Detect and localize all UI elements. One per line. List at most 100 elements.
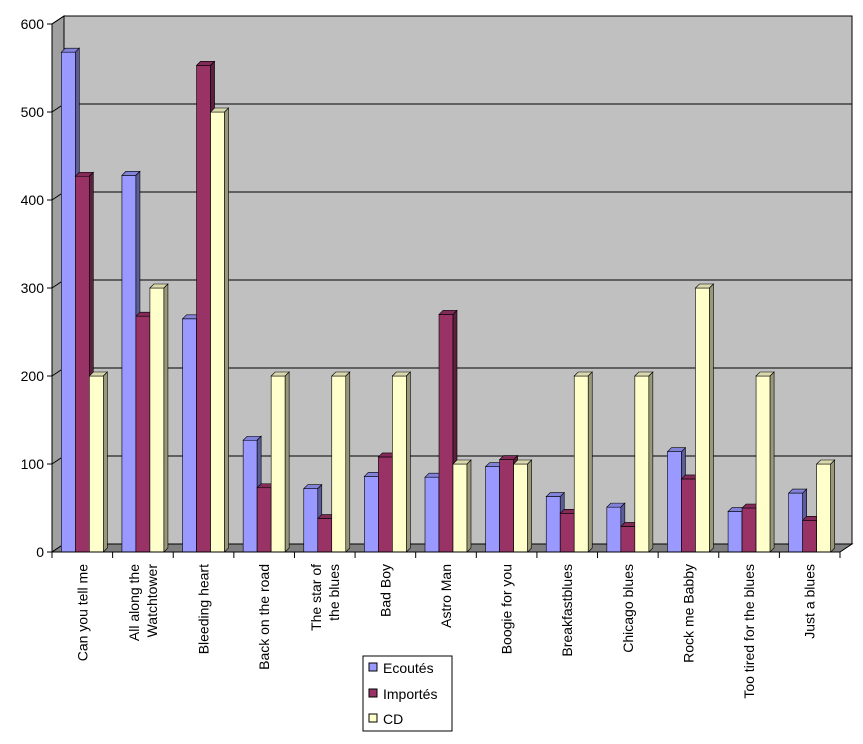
bar-side [709,283,714,553]
y-tick-label: 100 [21,456,45,472]
legend-item-cd: CD [368,711,403,727]
bar-front [802,520,817,553]
x-tick-label: Boogie for you [499,564,515,654]
bar-front [242,439,258,553]
legend-label-ecoutes: Ecoutés [383,660,434,676]
legend-swatch-importes [368,688,378,698]
legend-item-ecoutes: Ecoutés [368,660,434,676]
bar-front [681,478,696,553]
x-tick-label: Can you tell me [74,564,90,661]
y-tick-label: 200 [21,368,45,384]
bar-front [256,487,272,553]
bar-front [695,287,710,553]
bar-front [196,65,211,553]
bar-front [816,463,831,553]
bar-front [545,496,561,553]
legend-swatch-cd [368,713,378,723]
bar [573,371,593,553]
bar-front [89,375,104,553]
x-tick-label: All along the [126,564,142,641]
bar-front [378,456,393,553]
bar-front [317,518,333,553]
bar [755,371,775,553]
bar [88,371,109,553]
bar-front [182,318,197,553]
bar-side [648,371,654,553]
bar-front [75,175,90,553]
bar-front [485,466,500,553]
bar-side [587,371,593,553]
bar-side [830,459,835,553]
bar [331,371,351,553]
bar-front [573,375,589,553]
legend-label-cd: CD [383,711,403,727]
x-tick-label: Bleeding heart [196,564,212,654]
gridline [51,15,852,25]
bar-front [788,492,803,553]
bar-front [620,526,636,553]
bar-front [559,512,575,553]
bar-front [606,506,622,553]
bar-front [499,459,514,553]
bar [694,283,715,553]
y-tick-label: 300 [21,280,45,296]
bar-front [149,287,165,553]
bar-front [755,375,771,553]
y-tick-label: 600 [21,16,45,32]
bar [634,371,654,553]
x-tick-label: the blues [326,564,342,621]
bar [512,459,533,553]
y-tick-label: 0 [36,544,44,560]
axes [47,23,841,558]
bar-side [284,371,290,553]
bar [815,459,836,553]
x-tick-label: Astro Man [438,564,454,628]
bar-front [452,463,468,553]
bar-front [727,511,743,553]
bar-front [364,476,379,553]
bar-front [121,175,137,553]
bar [452,459,472,553]
bar-side [345,371,351,553]
x-tick-label: Bad Boy [377,564,393,617]
bar-front [741,507,757,553]
legend-item-importes: Importés [368,686,437,702]
legend-label-importes: Importés [383,686,437,702]
x-tick-label: Breakfastblues [559,564,575,657]
bar [391,371,412,553]
x-tick-label: Too tired for the blues [741,564,757,699]
bar-front [392,375,407,553]
bar-front [61,51,76,553]
bar-front [634,375,650,553]
y-tick-label: 500 [21,104,45,120]
y-tick-label: 400 [21,192,45,208]
bars [60,47,836,553]
x-tick-labels: Can you tell me All along the Watchtower Bl… [74,564,817,699]
bar-front [667,451,682,553]
bar-front [331,375,347,553]
bar-front [135,315,151,553]
x-tick-label: Just a blues [802,564,818,639]
x-tick-label: Watchtower [144,564,160,638]
bar-front [513,463,528,553]
bar-front [303,488,319,553]
bar-side [466,459,472,553]
bar-front [438,314,454,553]
x-tick-label: Rock me Babby [680,564,696,663]
bar-front [210,111,225,553]
bar-side [406,371,411,553]
bar-side [769,371,775,553]
legend-swatch-ecoutes [368,662,378,672]
bar [270,371,290,553]
bar [438,309,458,553]
legend: Ecoutés Importés CD [362,655,453,732]
x-tick-label: Chicago blues [620,564,636,653]
y-tick-labels: 0 100 200 300 400 500 600 [21,16,45,560]
bar-side [527,459,532,553]
bar [149,283,169,553]
bar-side [224,107,229,553]
bar [209,107,230,553]
bar-front [424,476,440,553]
x-tick-label: The star of [308,564,324,631]
